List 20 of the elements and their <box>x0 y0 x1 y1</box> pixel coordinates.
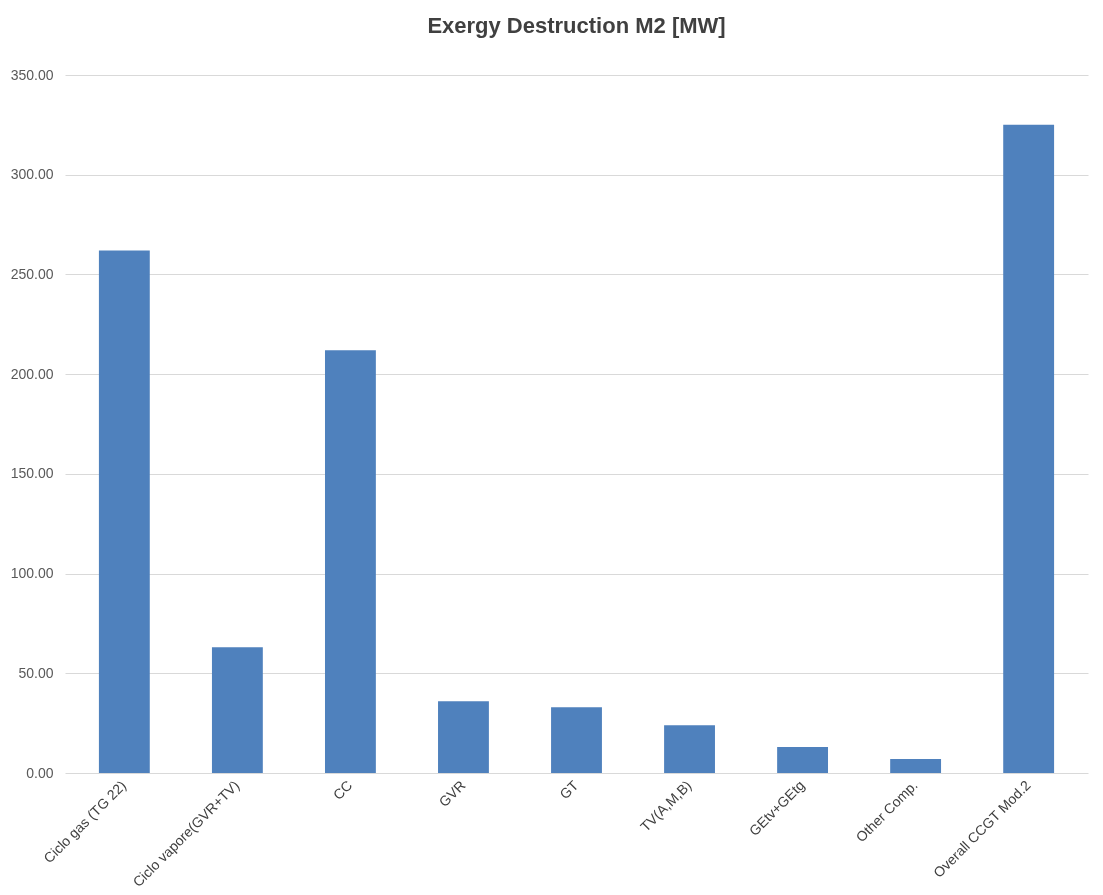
y-tick-label: 250.00 <box>10 265 54 282</box>
bar <box>98 250 150 773</box>
bar <box>890 759 942 773</box>
y-tick-label: 50.00 <box>18 664 54 681</box>
bar <box>438 701 489 773</box>
bar <box>1003 124 1055 773</box>
bar <box>551 707 602 773</box>
bar <box>324 350 376 773</box>
y-tick-label: 200.00 <box>10 365 54 382</box>
bar <box>664 725 715 773</box>
bar <box>777 747 829 773</box>
y-tick-label: 0.00 <box>26 764 54 781</box>
y-tick-label: 350.00 <box>10 66 54 83</box>
x-tick-label: GT <box>556 776 582 803</box>
y-tick-label: 300.00 <box>10 166 54 183</box>
y-tick-label: 100.00 <box>10 565 54 582</box>
y-tick-label: 150.00 <box>10 465 54 482</box>
x-tick-label: CC <box>329 777 356 803</box>
chart-title: Exergy Destruction M2 [MW] <box>427 13 726 38</box>
bar <box>211 647 263 773</box>
